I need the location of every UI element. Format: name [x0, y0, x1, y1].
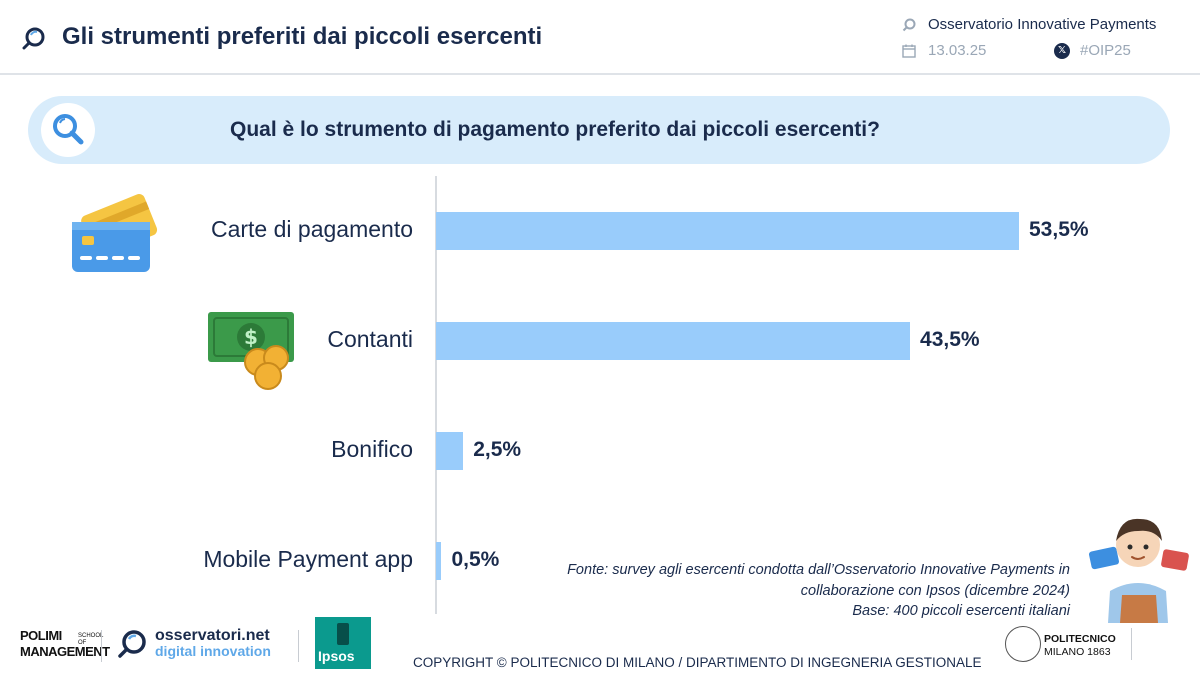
- osservatori-logo-tagline: digital innovation: [155, 643, 271, 659]
- bar: [436, 432, 464, 470]
- ipsos-logo: [315, 617, 371, 669]
- value-label: 0,5%: [451, 548, 500, 571]
- credit-card-icon: [72, 194, 158, 272]
- cash-coins-icon: $: [208, 312, 294, 390]
- bar: [436, 212, 1019, 250]
- ipsos-logo-mark: [337, 623, 349, 645]
- value-label: 2,5%: [473, 438, 522, 461]
- osservatori-logo-name: osservatori.net: [155, 627, 270, 644]
- osservatori-logo-icon: [118, 630, 146, 658]
- magnifier-icon: [53, 114, 84, 145]
- category-label: Carte di pagamento: [210, 216, 413, 242]
- politecnico-seal-icon: [1005, 626, 1041, 662]
- base-note: Base: 400 piccoli esercenti italiani: [852, 603, 1070, 619]
- question-banner: Qual è lo strumento di pagamento preferi…: [28, 96, 1170, 164]
- svg-text:$: $: [244, 325, 258, 349]
- event-date: 13.03.25: [928, 42, 987, 59]
- ipsos-logo-text: Ipsos: [318, 648, 355, 664]
- hashtag[interactable]: #OIP25: [1080, 42, 1131, 59]
- header-bar: Gli strumenti preferiti dai piccoli eser…: [0, 0, 1200, 75]
- page-title: Gli strumenti preferiti dai piccoli eser…: [62, 23, 543, 50]
- observatory-name: Osservatorio Innovative Payments: [928, 16, 1157, 33]
- merchant-icon: [1088, 518, 1189, 623]
- question-text: Qual è lo strumento di pagamento preferi…: [230, 118, 880, 141]
- category-label: Mobile Payment app: [203, 546, 413, 572]
- x-social-icon[interactable]: 𝕏: [1054, 43, 1070, 59]
- calendar-icon: [902, 44, 916, 58]
- observatory-small-icon: [902, 18, 916, 32]
- politecnico-name: POLITECNICO: [1044, 633, 1116, 645]
- category-label: Bonifico: [331, 436, 413, 462]
- category-label: Contanti: [327, 326, 413, 352]
- bar: [436, 542, 442, 580]
- chart-axis: [435, 176, 437, 614]
- value-label: 53,5%: [1029, 218, 1089, 241]
- bar: [436, 322, 911, 360]
- question-icon-badge: [41, 103, 95, 157]
- source-note: Fonte: survey agli esercenti condotta da…: [567, 562, 1070, 599]
- polimi-logo: POLIMI MANAGEMENT: [20, 628, 110, 660]
- polimi-logo-small: SCHOOL OF: [78, 633, 104, 646]
- value-label: 43,5%: [920, 328, 980, 351]
- polimi-logo-text: POLIMI MANAGEMENT: [20, 628, 110, 659]
- footer-separator: [1131, 628, 1132, 660]
- copyright-text: COPYRIGHT © POLITECNICO DI MILANO / DIPA…: [413, 655, 982, 670]
- footer-separator: [298, 630, 299, 662]
- observatory-logo-icon: [22, 27, 45, 50]
- politecnico-year: MILANO 1863: [1044, 646, 1111, 658]
- footer-separator: [101, 630, 102, 662]
